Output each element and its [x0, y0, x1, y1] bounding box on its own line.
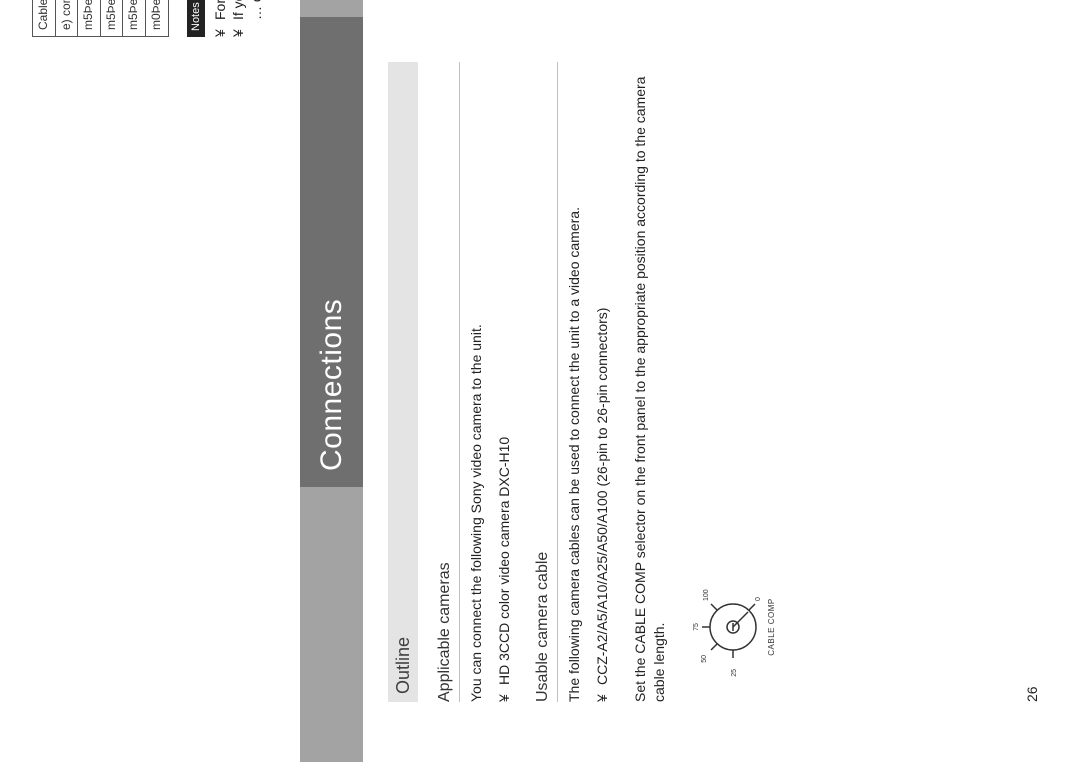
table-row: m5Þe 05: [100, 0, 123, 37]
cable-comp-paragraph: Set the CABLE COMP selector on the front…: [631, 62, 667, 702]
page-number: 26: [1024, 686, 1040, 702]
bullet-mark: ¥: [229, 23, 265, 37]
section-heading: Outline: [388, 62, 418, 702]
table-cell: m0Þe: [145, 0, 168, 37]
applicable-camera-item: ¥ HD 3CCD color video camera DXC-H10: [495, 62, 513, 702]
dial-tick-50: 50: [701, 655, 708, 663]
table-cell: m5Þe: [123, 0, 146, 37]
cable-comp-dial-figure: 0 25 50 75 100 CABLE COMP: [678, 567, 768, 687]
table-header-length: Cable length: [33, 0, 56, 37]
note-item: ¥ If your cable length is no… selector t…: [229, 0, 265, 37]
table-cell: e) com0: [55, 0, 78, 37]
chapter-title: Connections: [300, 17, 363, 487]
dial-tick-75: 75: [693, 623, 700, 631]
dial-label: CABLE COMP: [767, 567, 777, 687]
dial-tick-100: 100: [703, 589, 710, 601]
applicable-camera-text: HD 3CCD color video camera DXC-H10: [495, 437, 513, 685]
usable-cable-item: ¥ CCZ-A2/A5/A10/A25/A50/A100 (26-pin to …: [593, 62, 611, 702]
table-row: m5Þe 57: [123, 0, 146, 37]
note-item: ¥ For DC operation, the u… supply voltag…: [211, 0, 229, 37]
bullet-mark: ¥: [593, 688, 611, 702]
dial-tick-25: 25: [731, 669, 738, 677]
table-row: m5Þe 52: [78, 0, 101, 37]
note-text: For DC operation, the u… supply voltage.…: [211, 0, 229, 20]
dial-tick-0: 0: [755, 597, 762, 601]
right-column: Cable length Selector setting e) com0 0 …: [0, 0, 265, 37]
table-row: e) com0 0: [55, 0, 78, 37]
bullet-mark: ¥: [211, 23, 229, 37]
table-row: m0Þe 01: [145, 0, 168, 37]
usable-cable-heading: Usable camera cable: [533, 62, 558, 702]
applicable-cameras-intro: You can connect the following Sony video…: [467, 62, 485, 702]
cable-length-table: Cable length Selector setting e) com0 0 …: [32, 0, 169, 37]
bullet-mark: ¥: [495, 688, 513, 702]
table-cell: m5Þe: [100, 0, 123, 37]
note-text: If your cable length is no… selector to …: [229, 0, 265, 20]
applicable-cameras-heading: Applicable cameras: [435, 62, 460, 702]
notes-badge: Notes: [187, 0, 205, 37]
usable-cable-intro: The following camera cables can be used …: [565, 62, 583, 702]
usable-cable-text: CCZ-A2/A5/A10/A25/A50/A100 (26-pin to 26…: [593, 308, 611, 685]
body-column: Applicable cameras You can connect the f…: [435, 62, 768, 702]
table-cell: m5Þe: [78, 0, 101, 37]
